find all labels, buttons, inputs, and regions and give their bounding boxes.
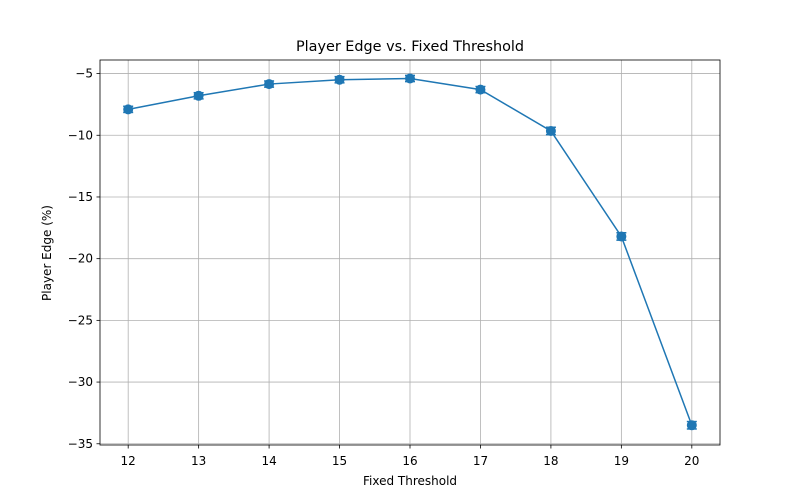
y-tick-label: −20 <box>68 252 93 266</box>
y-tick-label: −30 <box>68 375 93 389</box>
data-point <box>334 74 345 85</box>
x-tick-label: 17 <box>473 454 488 468</box>
x-tick-label: 20 <box>684 454 699 468</box>
chart-title: Player Edge vs. Fixed Threshold <box>296 39 524 55</box>
y-tick-label: −5 <box>75 67 93 81</box>
y-tick-label: −25 <box>68 313 93 327</box>
data-point <box>475 84 486 95</box>
data-point <box>123 104 134 115</box>
x-tick-label: 12 <box>121 454 136 468</box>
data-point <box>405 73 415 84</box>
x-axis-label: Fixed Threshold <box>363 474 457 488</box>
y-axis-label: Player Edge (%) <box>40 205 54 301</box>
x-tick-label: 13 <box>191 454 206 468</box>
data-point <box>616 231 627 242</box>
data-point <box>264 79 275 90</box>
y-tick-label: −10 <box>68 128 93 142</box>
grid <box>100 60 720 445</box>
x-tick-label: 19 <box>614 454 629 468</box>
x-tick-label: 14 <box>261 454 276 468</box>
y-tick-label: −35 <box>68 437 93 451</box>
series <box>123 73 697 431</box>
data-point <box>193 90 204 101</box>
data-point <box>545 125 556 136</box>
x-tick-label: 16 <box>402 454 417 468</box>
y-tick-label: −15 <box>68 190 93 204</box>
x-tick-label: 18 <box>543 454 558 468</box>
x-tick-label: 15 <box>332 454 347 468</box>
data-point <box>686 420 697 431</box>
y-axis-ticks: −35 −30 −25 −20 −15 −10 −5 <box>68 67 100 451</box>
x-axis-ticks: 12 13 14 15 16 17 18 19 20 <box>121 445 699 468</box>
